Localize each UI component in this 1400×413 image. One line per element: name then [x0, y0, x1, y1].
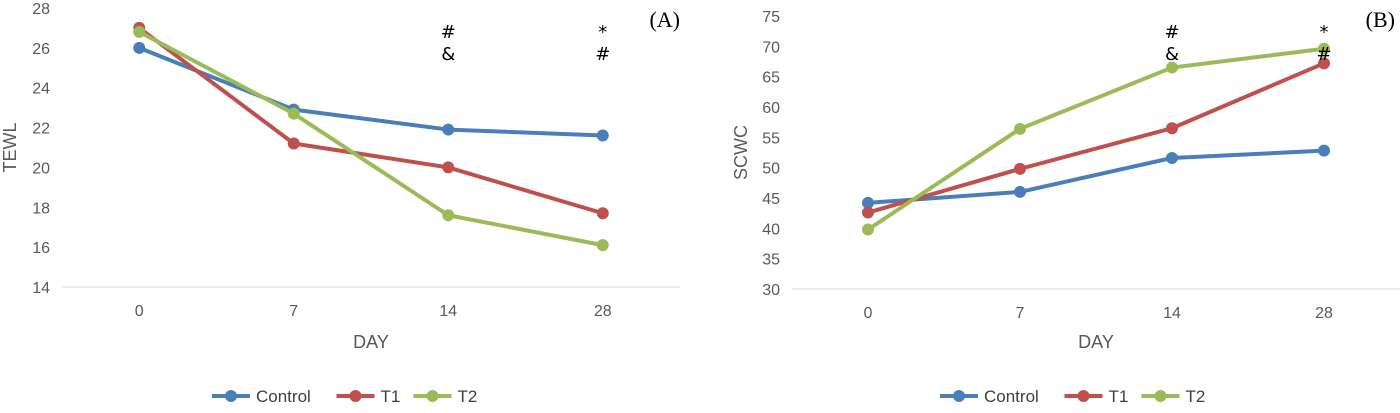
x-axis-title: DAY: [1078, 332, 1114, 352]
y-tick-label: 14: [32, 280, 50, 297]
significance-mark: *: [1320, 22, 1329, 43]
x-tick-label: 14: [439, 303, 457, 320]
data-point-t1: [1014, 162, 1026, 175]
data-point-t2: [1166, 61, 1178, 74]
legend-label-t2: T2: [458, 387, 478, 406]
y-tick-label: 28: [32, 1, 50, 18]
data-point-control: [133, 41, 146, 54]
x-tick-label: 28: [594, 303, 612, 320]
legend-label-control: Control: [984, 387, 1039, 406]
y-tick-label: 24: [32, 81, 50, 98]
y-tick-label: 16: [32, 240, 50, 257]
y-tick-label: 50: [762, 161, 780, 178]
x-tick-label: 14: [1163, 305, 1181, 322]
significance-mark: *: [598, 22, 607, 43]
legend-marker-t2: [426, 390, 439, 402]
y-tick-label: 70: [762, 39, 780, 56]
x-tick-label: 28: [1315, 305, 1333, 322]
y-tick-label: 20: [32, 160, 50, 177]
y-tick-label: 60: [762, 100, 780, 117]
legend: Control T1 T2: [212, 387, 477, 406]
legend-marker-t1: [349, 390, 362, 402]
y-tick-label: 75: [762, 9, 780, 26]
significance-mark: &: [1165, 44, 1179, 65]
y-tick-label: 45: [762, 191, 780, 208]
y-tick-label: 65: [762, 70, 780, 87]
data-point-control: [596, 129, 609, 142]
data-point-t2: [596, 239, 609, 252]
x-tick-label: 0: [864, 305, 873, 322]
series-line-control: [866, 148, 1326, 205]
data-point-control: [1166, 151, 1178, 164]
x-tick-label: 7: [1016, 305, 1025, 322]
data-point-control: [1014, 185, 1026, 198]
legend-marker-control: [225, 390, 237, 402]
y-axis-title: SCWC: [731, 125, 751, 180]
panel-label: (A): [649, 7, 680, 32]
x-tick-label: 0: [135, 303, 144, 320]
significance-mark: #: [441, 22, 456, 43]
y-tick-label: 40: [762, 221, 780, 238]
y-tick-label: 55: [762, 130, 780, 147]
legend-label-control: Control: [256, 387, 311, 406]
series-line-t1: [866, 61, 1326, 215]
series-line-control: [137, 45, 605, 138]
y-tick-label: 18: [32, 200, 50, 217]
legend-marker-t2: [1154, 390, 1167, 402]
y-tick-label: 26: [32, 41, 50, 58]
data-point-control: [862, 196, 874, 209]
data-point-t2: [442, 209, 455, 222]
data-point-t2: [862, 223, 874, 236]
data-point-t1: [1166, 122, 1178, 135]
significance-mark: #: [1316, 44, 1331, 65]
legend-label-t2: T2: [1186, 387, 1206, 406]
data-point-t1: [596, 207, 609, 220]
y-tick-label: 30: [762, 282, 780, 299]
series-line-t1: [137, 25, 605, 216]
x-axis-title: DAY: [353, 332, 389, 352]
data-point-t1: [442, 161, 455, 174]
legend-marker-control: [953, 390, 965, 402]
y-tick-label: 22: [32, 121, 50, 138]
data-point-t2: [133, 25, 146, 38]
legend-marker-t1: [1077, 390, 1090, 402]
y-axis-title: TEWL: [0, 122, 20, 172]
panel-label: (B): [1366, 7, 1395, 32]
data-point-t2: [1318, 42, 1330, 55]
data-point-t1: [1318, 57, 1330, 70]
series-line-t2: [137, 29, 605, 248]
legend: Control T1 T2: [940, 387, 1205, 406]
significance-mark: #: [1164, 22, 1179, 43]
significance-mark: &: [441, 44, 455, 65]
data-point-t2: [1014, 122, 1026, 135]
x-tick-label: 7: [289, 303, 298, 320]
legend-label-t1: T1: [381, 387, 401, 406]
series-line-t2: [866, 46, 1326, 232]
data-point-control: [1318, 144, 1330, 157]
y-tick-label: 35: [762, 252, 780, 269]
data-point-t1: [862, 206, 874, 219]
legend-label-t1: T1: [1109, 387, 1129, 406]
data-point-t1: [287, 137, 300, 150]
significance-mark: #: [595, 44, 610, 65]
data-point-t2: [287, 107, 300, 120]
data-point-control: [442, 123, 455, 136]
